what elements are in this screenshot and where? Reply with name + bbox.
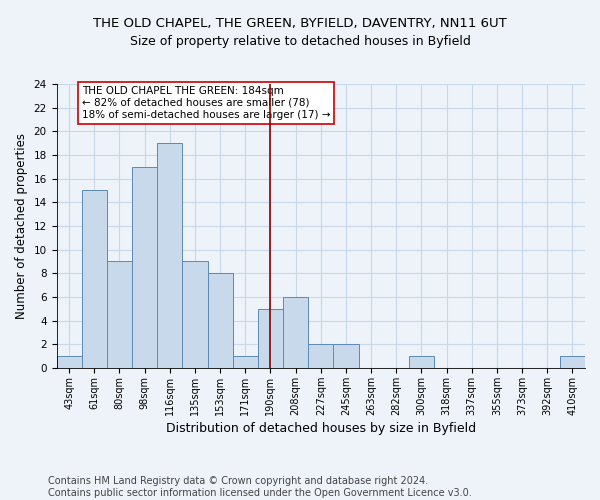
Text: Size of property relative to detached houses in Byfield: Size of property relative to detached ho…	[130, 35, 470, 48]
Bar	[56, 356, 82, 368]
Text: THE OLD CHAPEL THE GREEN: 184sqm
← 82% of detached houses are smaller (78)
18% o: THE OLD CHAPEL THE GREEN: 184sqm ← 82% o…	[82, 86, 330, 120]
Bar	[560, 356, 585, 368]
Bar	[208, 274, 233, 368]
Bar	[308, 344, 334, 368]
Bar	[82, 190, 107, 368]
Bar	[132, 167, 157, 368]
Bar	[283, 297, 308, 368]
Bar	[157, 143, 182, 368]
Y-axis label: Number of detached properties: Number of detached properties	[15, 133, 28, 319]
Bar	[233, 356, 258, 368]
Bar	[258, 309, 283, 368]
Text: THE OLD CHAPEL, THE GREEN, BYFIELD, DAVENTRY, NN11 6UT: THE OLD CHAPEL, THE GREEN, BYFIELD, DAVE…	[93, 18, 507, 30]
Text: Contains HM Land Registry data © Crown copyright and database right 2024.
Contai: Contains HM Land Registry data © Crown c…	[48, 476, 472, 498]
Bar	[107, 262, 132, 368]
X-axis label: Distribution of detached houses by size in Byfield: Distribution of detached houses by size …	[166, 422, 476, 435]
Bar	[334, 344, 359, 368]
Bar	[409, 356, 434, 368]
Bar	[182, 262, 208, 368]
